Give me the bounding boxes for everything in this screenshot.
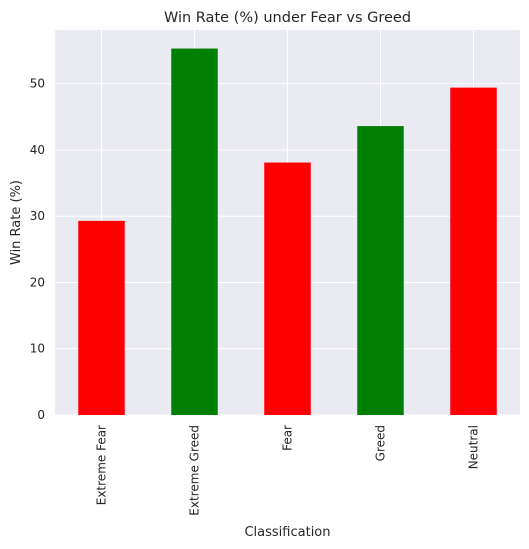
- x-tick-label: Fear: [281, 425, 295, 451]
- x-tick-label: Greed: [374, 425, 388, 461]
- x-axis-label: Classification: [244, 525, 330, 540]
- chart-title: Win Rate (%) under Fear vs Greed: [164, 10, 411, 26]
- x-tick-label: Neutral: [467, 425, 481, 469]
- bars: [78, 48, 497, 415]
- y-axis-label: Win Rate (%): [9, 180, 24, 265]
- x-axis-ticks: Extreme Fear Extreme Greed Fear Greed Neutra…: [95, 425, 481, 516]
- bar-extreme-fear: [78, 220, 125, 415]
- y-tick-label: 50: [30, 77, 45, 91]
- y-tick-label: 40: [30, 143, 45, 157]
- x-tick-label: Extreme Fear: [95, 425, 109, 505]
- bar-extreme-greed: [171, 48, 218, 415]
- x-tick-label: Extreme Greed: [188, 425, 202, 516]
- y-tick-label: 30: [30, 209, 45, 223]
- y-tick-label: 0: [37, 408, 45, 422]
- bar-greed: [357, 126, 404, 415]
- y-tick-label: 10: [30, 342, 45, 356]
- bar-neutral: [450, 87, 497, 415]
- y-tick-label: 20: [30, 275, 45, 289]
- y-axis-ticks: 0 10 20 30 40 50: [30, 77, 45, 422]
- bar-fear: [264, 162, 311, 415]
